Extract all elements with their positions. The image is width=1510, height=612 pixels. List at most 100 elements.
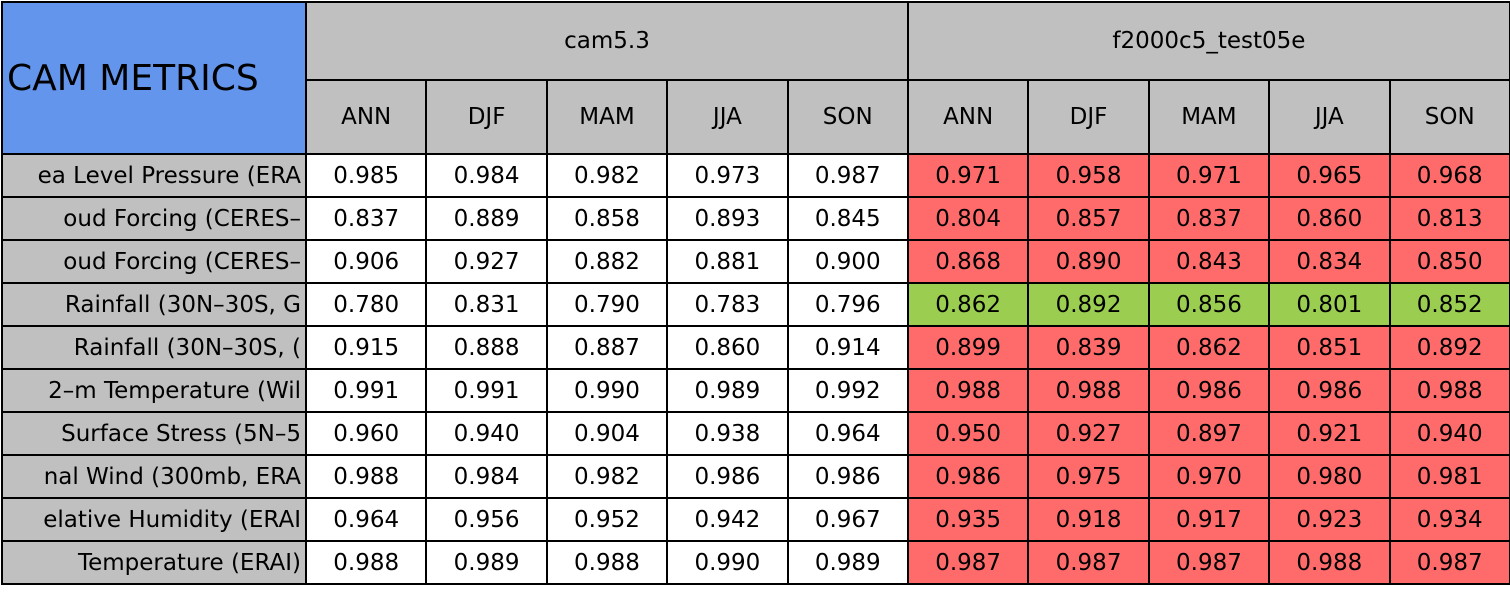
value-cell: 0.981 (1388, 454, 1510, 499)
value-cell: 0.892 (1388, 325, 1510, 370)
value-cell: 0.952 (545, 497, 669, 542)
value-cell: 0.938 (666, 411, 789, 456)
value-cell: 0.889 (425, 196, 548, 241)
value-cell: 0.950 (906, 411, 1030, 456)
value-cell: 0.986 (906, 454, 1030, 499)
row-label: Rainfall (30N–30S, G (1, 282, 307, 327)
value-cell: 0.956 (425, 497, 548, 542)
value-cell: 0.927 (1027, 411, 1150, 456)
value-cell: 0.991 (425, 368, 548, 413)
row-label: oud Forcing (CERES– (1, 239, 307, 284)
value-cell: 0.851 (1268, 325, 1391, 370)
value-cell: 0.975 (1027, 454, 1150, 499)
data-row: oud Forcing (CERES– 0.906 0.927 0.882 0.881 0… (1, 239, 1510, 284)
value-cell: 0.860 (666, 325, 789, 370)
value-cell: 0.984 (425, 153, 548, 198)
value-cell: 0.857 (1027, 196, 1150, 241)
value-cell: 0.839 (1027, 325, 1150, 370)
value-cell: 0.988 (1027, 368, 1150, 413)
value-cell: 0.890 (1027, 239, 1150, 284)
value-cell: 0.987 (786, 153, 909, 198)
value-cell: 0.834 (1268, 239, 1391, 284)
value-cell: 0.988 (304, 540, 428, 585)
value-cell: 0.989 (666, 368, 789, 413)
season-header: JJA (666, 79, 789, 155)
value-cell: 0.964 (786, 411, 909, 456)
value-cell: 0.988 (906, 368, 1030, 413)
metrics-table: CAM METRICS cam5.3 f2000c5_test05e ANN DJF MA… (1, 1, 1510, 585)
table-title: CAM METRICS (1, 1, 307, 155)
row-label: ea Level Pressure (ERA (1, 153, 307, 198)
value-cell: 0.988 (1268, 540, 1391, 585)
value-cell: 0.921 (1268, 411, 1391, 456)
value-cell: 0.917 (1147, 497, 1271, 542)
value-cell: 0.958 (1027, 153, 1150, 198)
row-label: nal Wind (300mb, ERA (1, 454, 307, 499)
value-cell: 0.940 (1388, 411, 1510, 456)
value-cell: 0.973 (666, 153, 789, 198)
value-cell: 0.897 (1147, 411, 1271, 456)
data-row: nal Wind (300mb, ERA 0.988 0.984 0.982 0.986… (1, 454, 1510, 499)
value-cell: 0.888 (425, 325, 548, 370)
value-cell: 0.987 (1147, 540, 1271, 585)
value-cell: 0.965 (1268, 153, 1391, 198)
value-cell: 0.862 (1147, 325, 1271, 370)
value-cell: 0.780 (304, 282, 428, 327)
data-row: ea Level Pressure (ERA 0.985 0.984 0.982 0.9… (1, 153, 1510, 198)
value-cell: 0.968 (1388, 153, 1510, 198)
row-label: elative Humidity (ERAI (1, 497, 307, 542)
season-header: DJF (1027, 79, 1150, 155)
season-header: ANN (906, 79, 1030, 155)
value-cell: 0.850 (1388, 239, 1510, 284)
value-cell: 0.862 (906, 282, 1030, 327)
season-row: ANN DJF MAM JJA SON ANN DJF MAM JJA SON (2, 79, 1510, 155)
value-cell: 0.967 (786, 497, 909, 542)
value-cell: 0.986 (666, 454, 789, 499)
value-cell: 0.964 (304, 497, 428, 542)
value-cell: 0.987 (906, 540, 1030, 585)
value-cell: 0.986 (1268, 368, 1391, 413)
value-cell: 0.970 (1147, 454, 1271, 499)
value-cell: 0.915 (304, 325, 428, 370)
season-header: MAM (545, 79, 669, 155)
value-cell: 0.813 (1388, 196, 1510, 241)
value-cell: 0.906 (304, 239, 428, 284)
value-cell: 0.899 (906, 325, 1030, 370)
value-cell: 0.837 (1147, 196, 1271, 241)
value-cell: 0.860 (1268, 196, 1391, 241)
season-header: MAM (1147, 79, 1271, 155)
value-cell: 0.982 (545, 454, 669, 499)
value-cell: 0.892 (1027, 282, 1150, 327)
value-cell: 0.934 (1388, 497, 1510, 542)
value-cell: 0.986 (786, 454, 909, 499)
value-cell: 0.991 (304, 368, 428, 413)
season-header: ANN (304, 79, 428, 155)
season-header: JJA (1268, 79, 1391, 155)
group-header: cam5.3 (305, 1, 909, 81)
season-header: SON (786, 79, 909, 155)
value-cell: 0.852 (1388, 282, 1510, 327)
value-cell: 0.882 (545, 239, 669, 284)
data-row: elative Humidity (ERAI 0.964 0.956 0.952 0.9… (1, 497, 1510, 542)
value-cell: 0.988 (1388, 368, 1510, 413)
value-cell: 0.982 (545, 153, 669, 198)
row-label: Rainfall (30N–30S, ( (1, 325, 307, 370)
data-row: Temperature (ERAI) 0.988 0.989 0.988 0.990 0.… (1, 540, 1510, 585)
season-header: SON (1388, 79, 1510, 155)
value-cell: 0.935 (906, 497, 1030, 542)
season-header: DJF (425, 79, 548, 155)
value-cell: 0.987 (1388, 540, 1510, 585)
value-cell: 0.881 (666, 239, 789, 284)
value-cell: 0.868 (906, 239, 1030, 284)
value-cell: 0.801 (1268, 282, 1391, 327)
value-cell: 0.985 (304, 153, 428, 198)
data-row: oud Forcing (CERES– 0.837 0.889 0.858 0.893 0… (1, 196, 1510, 241)
value-cell: 0.989 (425, 540, 548, 585)
value-cell: 0.960 (304, 411, 428, 456)
data-row: Rainfall (30N–30S, (0.915 0.888 0.887 0.860… (1, 325, 1510, 370)
data-row: Surface Stress (5N–5 0.960 0.940 0.904 0.938… (1, 411, 1510, 456)
value-cell: 0.845 (786, 196, 909, 241)
value-cell: 0.971 (1147, 153, 1271, 198)
value-cell: 0.887 (545, 325, 669, 370)
